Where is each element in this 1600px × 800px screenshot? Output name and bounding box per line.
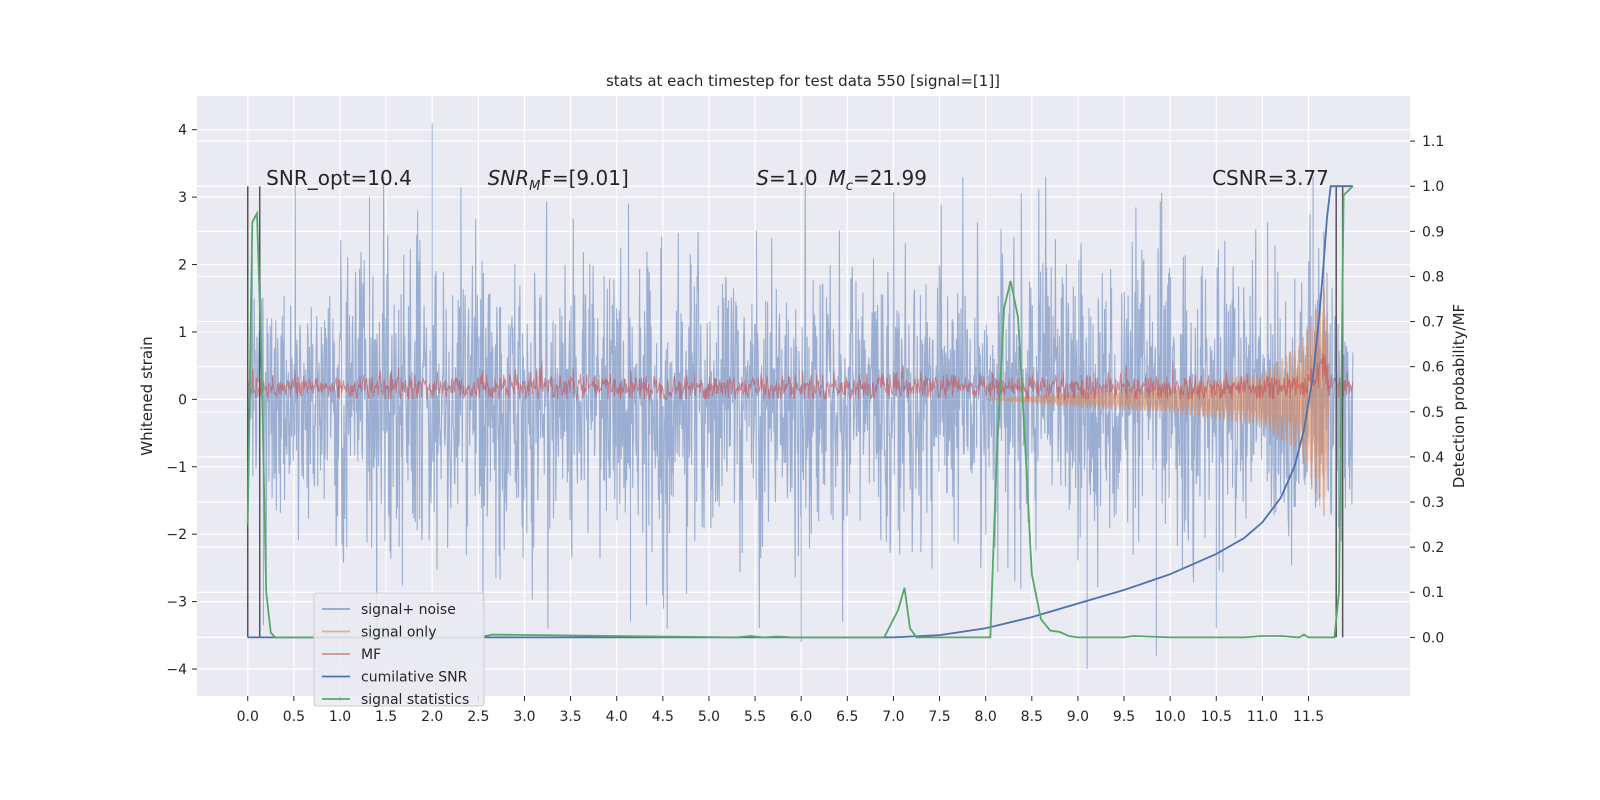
x-tick-label: 8.5 <box>1021 709 1043 725</box>
x-tick-label: 10.0 <box>1155 709 1186 725</box>
y2-tick-label: 0.0 <box>1422 630 1444 646</box>
y2-tick-label: 0.4 <box>1422 450 1444 466</box>
legend-entry: signal+ noise <box>361 602 456 618</box>
x-tick-label: 3.5 <box>559 709 581 725</box>
axis-ticks: 0.0 0.5 1.0 1.5 2.0 2.5 3.0 3.5 4.0 4.5 5.0 5.5 6.0 6… <box>166 123 1444 725</box>
annotation-csnr: CSNR=3.77 <box>1212 166 1329 190</box>
legend-box <box>313 592 485 707</box>
legend-entry: signal statistics <box>361 692 469 708</box>
series-cumulative-snr <box>247 185 1353 639</box>
chart-title: stats at each timestep for test data 550… <box>606 72 1000 90</box>
y-tick-label: 0 <box>178 392 187 408</box>
annotation-mc: Mc=21.99 <box>829 166 927 194</box>
y-tick-label: 4 <box>178 123 187 139</box>
y2-tick-label: 0.8 <box>1422 269 1444 285</box>
y-axis-label: Whitened strain <box>138 336 156 455</box>
series-signal-plus-noise <box>247 123 1354 669</box>
x-tick-label: 8.0 <box>975 709 997 725</box>
y2-tick-label: 0.1 <box>1422 585 1444 601</box>
x-tick-label: 0.0 <box>237 709 259 725</box>
series-mf <box>247 353 1354 402</box>
x-tick-label: 2.0 <box>421 709 443 725</box>
y2-tick-label: 1.1 <box>1422 134 1444 150</box>
y2-tick-label: 0.7 <box>1422 315 1444 331</box>
y2-tick-label: 0.6 <box>1422 360 1444 376</box>
x-tick-label: 1.0 <box>329 709 351 725</box>
x-tick-label: 3.0 <box>513 709 535 725</box>
x-tick-label: 5.5 <box>744 709 766 725</box>
annotations: SNR_opt=10.4 SNRMF=[9.01] S=1.0 Mc=21.99 CSN… <box>266 166 1329 194</box>
legend: signal+ noise signal only MF cumilative SNR… <box>313 592 485 708</box>
annotation-snr-opt: SNR_opt=10.4 <box>266 166 412 190</box>
y2-tick-label: 0.9 <box>1422 224 1444 240</box>
y-tick-label: 3 <box>178 190 187 206</box>
y-tick-label: −1 <box>166 460 187 476</box>
y-tick-label: 1 <box>178 325 187 341</box>
y-tick-label: −3 <box>166 595 187 611</box>
x-tick-label: 9.5 <box>1113 709 1135 725</box>
x-tick-label: 10.5 <box>1201 709 1232 725</box>
x-tick-label: 5.0 <box>698 709 720 725</box>
y-tick-label: −2 <box>166 527 187 543</box>
y2-tick-label: 1.0 <box>1422 179 1444 195</box>
x-tick-label: 7.5 <box>928 709 950 725</box>
grid <box>197 96 1410 696</box>
y2-axis-label: Detection probability/MF <box>1450 304 1468 488</box>
x-tick-label: 6.0 <box>790 709 812 725</box>
x-tick-label: 1.5 <box>375 709 397 725</box>
x-tick-label: 7.0 <box>882 709 904 725</box>
x-tick-label: 9.0 <box>1067 709 1089 725</box>
y-tick-label: 2 <box>178 258 187 274</box>
legend-entry: MF <box>361 647 381 663</box>
x-tick-label: 4.0 <box>606 709 628 725</box>
x-tick-label: 11.5 <box>1293 709 1324 725</box>
y2-tick-label: 0.5 <box>1422 405 1444 421</box>
legend-entry: signal only <box>361 625 436 641</box>
x-tick-label: 4.5 <box>652 709 674 725</box>
y2-tick-label: 0.2 <box>1422 540 1444 556</box>
annotation-snr-mf: SNRMF=[9.01] <box>488 166 629 194</box>
x-tick-label: 2.5 <box>467 709 489 725</box>
y-tick-label: −4 <box>166 662 187 678</box>
y2-tick-label: 0.3 <box>1422 495 1444 511</box>
annotation-s: S=1.0 <box>756 166 817 190</box>
x-tick-label: 11.0 <box>1247 709 1278 725</box>
x-tick-label: 0.5 <box>283 709 305 725</box>
x-tick-label: 6.5 <box>836 709 858 725</box>
legend-entry: cumilative SNR <box>361 670 468 686</box>
